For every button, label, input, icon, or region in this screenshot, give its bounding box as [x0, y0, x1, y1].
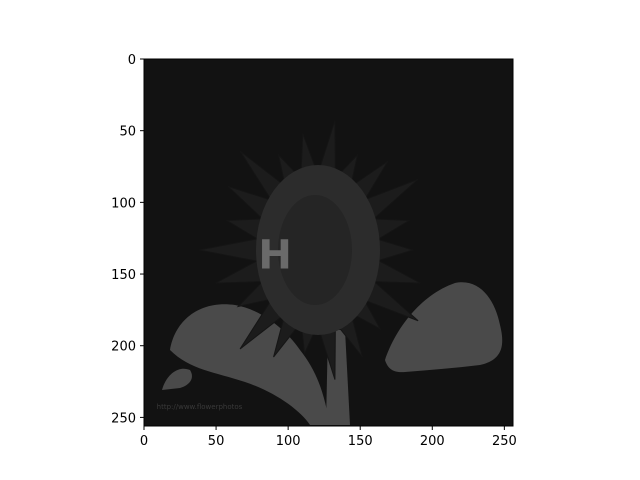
flower-disk-center: [278, 195, 352, 305]
right-leaf: [385, 282, 503, 373]
x-axis: 0 50 100 150 200 250: [140, 426, 517, 449]
x-tick-label: 150: [348, 434, 373, 449]
x-tick-label: 50: [208, 434, 225, 449]
y-tick-label: 250: [111, 411, 136, 426]
x-tick-label: 250: [492, 434, 517, 449]
y-tick-label: 50: [119, 125, 136, 140]
y-tick-label: 100: [111, 196, 136, 211]
x-tick-label: 200: [420, 434, 445, 449]
x-tick-label: 100: [276, 434, 301, 449]
plot-area: H http://www.flowerphotos: [143, 58, 514, 427]
lower-left-leaf: [162, 368, 192, 390]
y-tick-label: 150: [111, 268, 136, 283]
plot-frame: [143, 58, 514, 427]
sunflower-leaves: [162, 282, 503, 425]
petal: [215, 256, 270, 284]
petal: [198, 236, 265, 264]
watermark-text: http://www.flowerphotos: [157, 403, 243, 411]
x-tick-label: 0: [140, 434, 148, 449]
y-tick-label: 0: [128, 53, 136, 68]
y-axis: 0 50 100 150 200 250: [111, 53, 144, 426]
y-tick-label: 200: [111, 340, 136, 355]
left-leaf: [170, 304, 330, 425]
petal: [366, 256, 421, 284]
petal: [371, 236, 415, 264]
overlay-letter: H: [258, 232, 291, 278]
